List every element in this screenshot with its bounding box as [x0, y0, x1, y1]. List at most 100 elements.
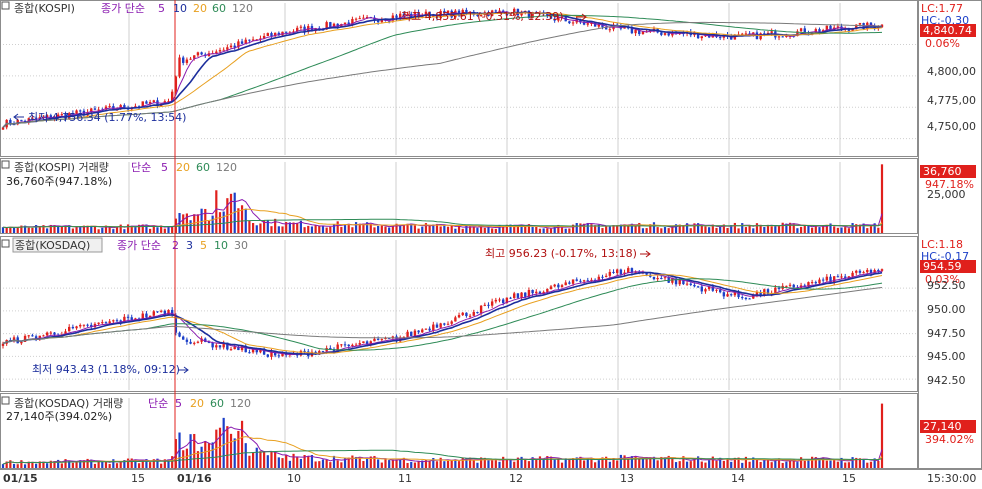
kosdaq-volume-bar — [605, 456, 608, 468]
kospi-volume-bar — [93, 226, 97, 233]
panel-toggle-icon[interactable] — [1, 239, 10, 248]
kospi-candle — [152, 100, 155, 102]
kospi-lc-label: LC:1.77 — [921, 2, 963, 15]
kospi-volume-bar — [49, 224, 52, 233]
kosdaq-volume-bar — [20, 460, 23, 468]
kosdaq-volume-bar — [454, 459, 457, 468]
kosdaq-volume-bar — [152, 459, 155, 468]
x-axis-label: 11 — [398, 472, 412, 485]
kosdaq-candle — [682, 279, 685, 285]
kospi-volume-title[interactable]: 종합(KOSPI) 거래량 — [14, 161, 109, 174]
kosdaq-candle — [189, 341, 192, 344]
kosdaq-candle — [748, 298, 751, 300]
kosdaq-volume-bar — [855, 457, 858, 468]
kospi-volume-bar — [71, 228, 74, 233]
kosdaq-candle — [880, 269, 884, 271]
kospi-volume-bar — [663, 227, 667, 233]
kosdaq-candle — [170, 309, 174, 316]
kospi-volume-bar — [446, 226, 450, 233]
kosdaq-volume-title[interactable]: 종합(KOSDAQ) 거래량 — [14, 397, 123, 410]
kospi-candle — [579, 19, 582, 23]
kospi-volume-bar — [108, 226, 111, 233]
panel-toggle-icon[interactable] — [1, 396, 10, 405]
kosdaq-candle — [211, 342, 214, 348]
kospi-volume-bar — [553, 225, 556, 233]
kospi-volume-ma-period: 5 — [161, 161, 168, 174]
kosdaq-volume-bar — [560, 462, 564, 468]
kospi-volume-bar — [130, 225, 133, 233]
kosdaq-candle — [97, 322, 100, 324]
kosdaq-candle — [148, 315, 152, 318]
kospi-candle — [498, 10, 501, 12]
kosdaq-candle — [373, 338, 376, 342]
kospi-volume-bar — [748, 224, 751, 233]
kosdaq-candle — [233, 346, 236, 350]
kosdaq-candle — [340, 344, 343, 346]
kosdaq-candle — [281, 353, 284, 357]
kospi-candle — [1, 127, 5, 130]
kospi-candle — [527, 10, 531, 18]
kosdaq-candle — [130, 317, 133, 321]
kosdaq-volume-bar — [285, 455, 288, 468]
kosdaq-candle — [215, 345, 218, 348]
kosdaq-candle — [273, 351, 277, 356]
kospi-volume-bar — [847, 228, 850, 233]
kosdaq-volume-bar — [82, 460, 86, 468]
kosdaq-title-box[interactable] — [12, 237, 103, 253]
kospi-volume-bar — [141, 224, 144, 233]
kospi-volume-bar — [605, 226, 608, 233]
panel-toggle-icon[interactable] — [1, 160, 10, 169]
kospi-volume-bar — [75, 227, 78, 233]
kospi-candle — [255, 39, 258, 41]
kosdaq-volume-panel[interactable] — [0, 393, 918, 469]
kospi-volume-panel[interactable] — [0, 158, 918, 234]
kosdaq-volume-bar — [68, 460, 71, 468]
kospi-price-panel[interactable] — [0, 0, 918, 157]
kosdaq-volume-bar — [601, 457, 604, 468]
kosdaq-candle — [663, 277, 667, 279]
kosdaq-candle — [145, 313, 148, 318]
kosdaq-candle — [814, 282, 817, 284]
kosdaq-volume-bar — [16, 464, 19, 468]
kospi-volume-bar — [86, 225, 89, 233]
kospi-volume-bar — [568, 228, 571, 233]
kosdaq-volume-bar — [343, 457, 347, 468]
kosdaq-candle — [178, 332, 181, 337]
kospi-current-price: 4,840.74 — [923, 24, 972, 37]
kospi-candle — [182, 57, 185, 63]
kosdaq-candle — [222, 342, 225, 348]
kosdaq-volume-bar — [64, 459, 67, 468]
kospi-title[interactable]: 종합(KOSPI) — [14, 2, 75, 15]
kosdaq-title[interactable]: 종합(KOSDAQ) — [15, 239, 90, 252]
kospi-candle — [340, 24, 343, 27]
kosdaq-candle — [671, 278, 674, 283]
kospi-candle — [829, 25, 832, 30]
kosdaq-candle — [435, 324, 439, 328]
kospi-candle — [590, 22, 593, 24]
kospi-candle — [479, 15, 483, 17]
kospi-volume-bar — [869, 224, 873, 233]
kosdaq-volume-bar — [597, 460, 600, 468]
kosdaq-candle — [112, 320, 115, 322]
high-arrow-icon — [576, 13, 587, 21]
kosdaq-volume-bar — [549, 456, 553, 468]
kosdaq-volume-bar — [97, 460, 100, 468]
kospi-volume-bar — [638, 222, 641, 233]
kospi-candle — [104, 106, 108, 110]
kospi-candle — [27, 118, 30, 122]
kospi-candle — [855, 24, 858, 30]
kosdaq-volume-bar — [218, 427, 222, 468]
kosdaq-candle — [266, 354, 270, 357]
kosdaq-volume-bar — [682, 456, 685, 468]
kosdaq-candle — [38, 335, 41, 340]
kospi-legend: 종합(KOSPI) 종가 단순 5 10 20 60 120 — [1, 1, 253, 15]
kospi-volume-bar — [873, 223, 876, 233]
kospi-candle — [347, 22, 350, 26]
kosdaq-price-panel[interactable] — [0, 236, 918, 392]
kospi-volume-bar — [575, 223, 578, 233]
panel-toggle-icon[interactable] — [1, 1, 10, 10]
kospi-volume-bar — [498, 224, 501, 233]
kospi-candle — [292, 31, 295, 33]
kospi-volume-bar — [880, 164, 884, 233]
